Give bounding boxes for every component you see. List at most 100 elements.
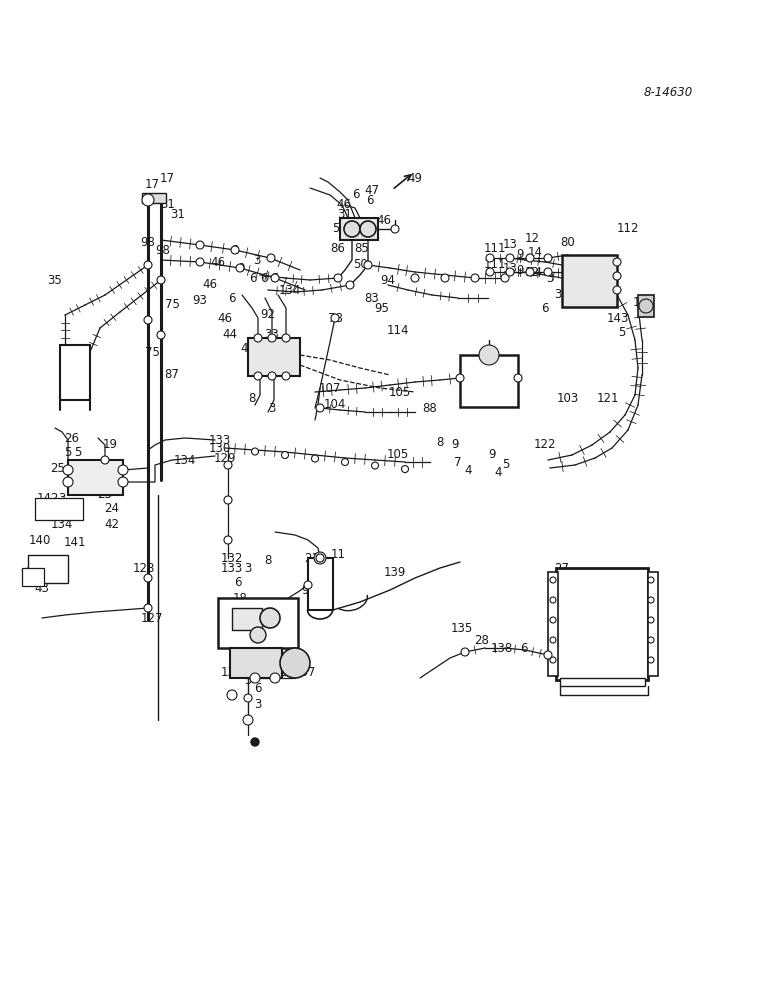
Text: 20: 20 xyxy=(261,652,276,664)
Circle shape xyxy=(486,254,494,262)
Text: 22: 22 xyxy=(50,562,66,574)
Text: 105: 105 xyxy=(387,448,409,462)
Text: 51: 51 xyxy=(333,222,347,234)
Circle shape xyxy=(142,194,154,206)
Circle shape xyxy=(550,657,556,663)
Text: 46: 46 xyxy=(211,255,225,268)
Circle shape xyxy=(506,268,514,276)
Circle shape xyxy=(364,261,372,269)
Text: 50: 50 xyxy=(353,258,367,271)
Text: 93: 93 xyxy=(192,294,208,306)
Text: 33: 33 xyxy=(271,338,286,352)
Bar xyxy=(340,218,378,240)
Text: 141: 141 xyxy=(64,536,86,548)
Circle shape xyxy=(648,657,654,663)
Text: 8-14630: 8-14630 xyxy=(643,87,692,100)
Text: 12: 12 xyxy=(524,232,540,244)
Text: 1: 1 xyxy=(632,296,640,308)
Text: 103: 103 xyxy=(557,391,579,404)
Circle shape xyxy=(224,496,232,504)
Text: 111: 111 xyxy=(484,258,506,271)
Bar xyxy=(230,648,282,678)
Circle shape xyxy=(316,554,324,562)
Text: 8: 8 xyxy=(232,243,239,256)
Text: 85: 85 xyxy=(354,241,369,254)
Text: 6: 6 xyxy=(352,188,360,202)
Text: 6: 6 xyxy=(520,642,528,654)
Text: 19: 19 xyxy=(103,438,117,452)
Text: 35: 35 xyxy=(48,273,63,286)
Circle shape xyxy=(341,459,348,466)
Text: 142: 142 xyxy=(37,491,59,504)
Circle shape xyxy=(231,246,239,254)
Text: 134: 134 xyxy=(174,454,196,466)
Text: 6: 6 xyxy=(278,352,286,364)
Circle shape xyxy=(639,299,653,313)
Circle shape xyxy=(486,268,494,276)
Circle shape xyxy=(267,254,275,262)
Circle shape xyxy=(282,372,290,380)
Circle shape xyxy=(251,738,259,746)
Circle shape xyxy=(411,274,419,282)
Text: 114: 114 xyxy=(387,324,409,336)
Text: 133: 133 xyxy=(209,434,231,446)
Text: 4: 4 xyxy=(606,282,614,294)
Text: 9: 9 xyxy=(488,448,496,462)
Circle shape xyxy=(196,258,204,266)
Circle shape xyxy=(613,258,621,266)
Text: 14: 14 xyxy=(527,265,543,278)
Text: 78: 78 xyxy=(327,312,343,324)
Circle shape xyxy=(346,281,354,289)
Text: 135: 135 xyxy=(451,621,473,635)
Circle shape xyxy=(157,276,165,284)
Bar xyxy=(28,555,68,583)
Text: 3: 3 xyxy=(269,401,276,414)
Circle shape xyxy=(243,715,253,725)
Text: 95: 95 xyxy=(374,302,389,314)
Circle shape xyxy=(268,372,276,380)
Bar xyxy=(218,598,298,648)
Text: 132: 132 xyxy=(221,552,243,564)
Circle shape xyxy=(224,461,232,469)
Text: 23: 23 xyxy=(97,488,113,502)
Text: 87: 87 xyxy=(164,368,179,381)
Text: 43: 43 xyxy=(35,582,49,594)
Circle shape xyxy=(101,456,109,464)
Text: 9: 9 xyxy=(452,438,459,452)
Text: 75: 75 xyxy=(144,346,160,359)
Text: 18: 18 xyxy=(232,591,248,604)
Circle shape xyxy=(282,334,290,342)
Text: 107: 107 xyxy=(319,381,341,394)
Text: 10: 10 xyxy=(482,354,497,366)
Text: 139: 139 xyxy=(384,566,406,578)
Circle shape xyxy=(613,272,621,280)
Text: 9: 9 xyxy=(257,361,265,374)
Circle shape xyxy=(544,268,552,276)
Circle shape xyxy=(441,274,449,282)
Circle shape xyxy=(304,581,312,589)
Circle shape xyxy=(227,690,237,700)
Circle shape xyxy=(514,374,522,382)
Circle shape xyxy=(334,274,342,282)
Text: 19: 19 xyxy=(228,639,242,652)
Text: 28: 28 xyxy=(475,634,489,647)
Text: 111: 111 xyxy=(484,241,506,254)
Text: 3: 3 xyxy=(254,698,262,712)
Circle shape xyxy=(236,264,244,272)
Text: 24: 24 xyxy=(104,502,120,514)
Circle shape xyxy=(244,694,252,702)
Text: 46: 46 xyxy=(337,198,351,212)
Text: 5: 5 xyxy=(618,326,625,338)
Bar xyxy=(308,558,333,610)
Circle shape xyxy=(456,374,464,382)
Text: 138: 138 xyxy=(491,642,513,654)
Text: 122: 122 xyxy=(533,438,557,452)
Bar xyxy=(648,572,658,676)
Circle shape xyxy=(344,221,360,237)
Text: 13: 13 xyxy=(503,238,517,251)
Text: 8: 8 xyxy=(436,436,444,448)
Bar xyxy=(248,338,300,376)
Circle shape xyxy=(271,274,279,282)
Text: 4: 4 xyxy=(494,466,502,479)
Text: 6: 6 xyxy=(260,271,268,284)
